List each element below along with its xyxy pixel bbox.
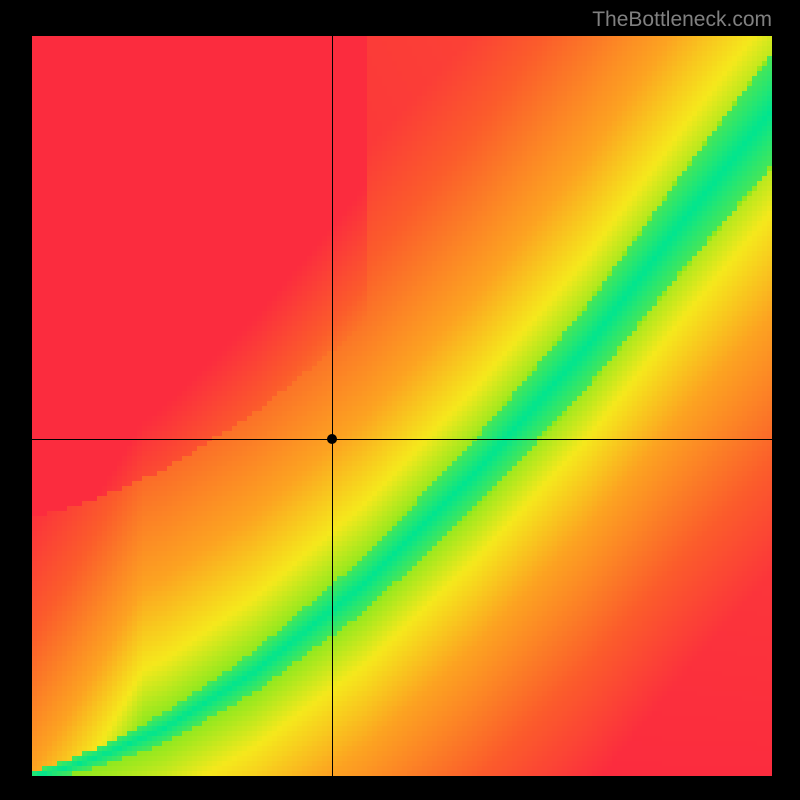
crosshair-vertical: [332, 36, 333, 776]
heatmap-canvas: [32, 36, 772, 776]
plot-area: [32, 36, 772, 776]
chart-container: TheBottleneck.com: [0, 0, 800, 800]
crosshair-point: [327, 434, 337, 444]
watermark-text: TheBottleneck.com: [592, 8, 772, 32]
crosshair-horizontal: [32, 439, 772, 440]
